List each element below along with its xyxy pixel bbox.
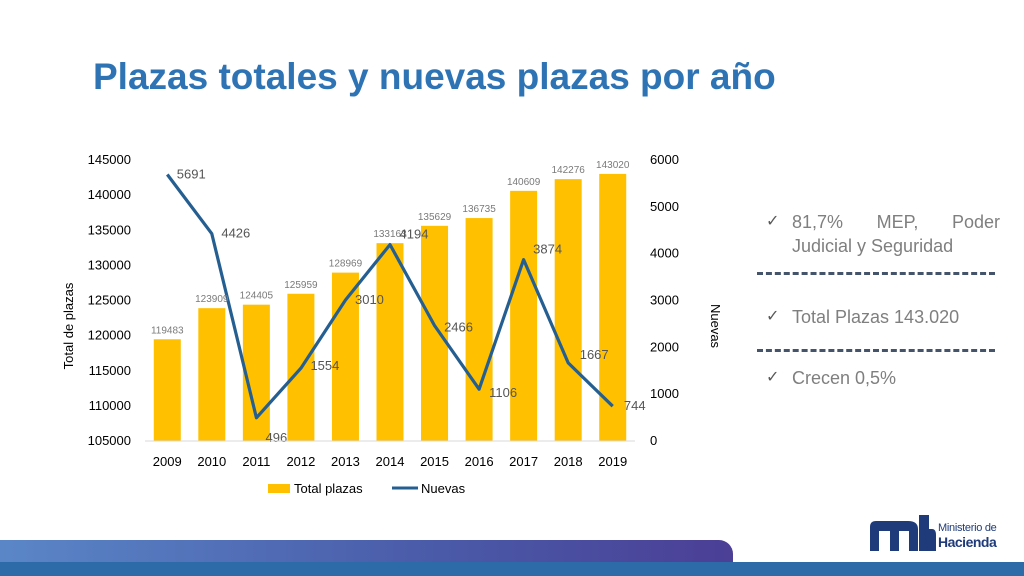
bar: [376, 243, 404, 441]
y-tick-label: 120000: [88, 328, 131, 343]
x-tick-label: 2013: [331, 454, 360, 469]
line-value-label: 1667: [580, 347, 609, 362]
x-tick-label: 2015: [420, 454, 449, 469]
check-icon: ✓: [766, 213, 780, 230]
line-value-label: 1554: [310, 358, 339, 373]
logo-line2: Hacienda: [938, 534, 997, 550]
y2-axis-title: Nuevas: [708, 304, 723, 349]
bar: [465, 218, 493, 441]
legend-label-total-plazas: Total plazas: [294, 481, 363, 496]
bar-value-label: 133163: [373, 229, 407, 240]
y2-tick-label: 2000: [650, 339, 679, 354]
line-value-label: 3874: [533, 242, 562, 257]
bar-value-label: 136735: [462, 204, 496, 215]
labels-layer: 119483 123909 124405 125959 128969 133163 1356…: [151, 160, 646, 445]
x-tick-label: 2017: [509, 454, 538, 469]
bar-value-label: 124405: [240, 291, 274, 302]
y-tick-label: 130000: [88, 257, 131, 272]
bar-value-label: 119483: [151, 325, 184, 336]
x-tick-label: 2011: [242, 454, 270, 469]
bar: [554, 179, 582, 441]
check-icon: ✓: [766, 369, 780, 386]
bar: [198, 308, 226, 441]
y2-tick-label: 6000: [650, 152, 679, 167]
ministerio-hacienda-logo: Ministerio de Hacienda: [868, 513, 1008, 553]
line-value-label: 3010: [355, 292, 384, 307]
line-value-label: 744: [624, 398, 646, 413]
note-text: Crecen 0,5%: [792, 368, 897, 388]
y-tick-label: 105000: [88, 433, 131, 448]
x-tick-label: 2018: [554, 454, 583, 469]
axes-layer: 105000 110000 115000 120000 125000 130000 1350…: [61, 152, 723, 469]
bar-value-label: 125959: [284, 280, 318, 291]
y-axis-title: Total de plazas: [61, 282, 76, 369]
footer-band: [0, 540, 733, 562]
dashed-divider: [757, 272, 995, 275]
y-tick-label: 125000: [88, 293, 131, 308]
y-tick-label: 140000: [88, 187, 131, 202]
y2-tick-label: 1000: [650, 386, 679, 401]
bar-value-label: 142276: [551, 165, 585, 176]
bar-value-label: 140609: [507, 177, 541, 188]
x-tick-label: 2009: [153, 454, 182, 469]
line-value-label: 4426: [221, 226, 250, 241]
y2-tick-label: 3000: [650, 293, 679, 308]
line-value-label: 1106: [489, 385, 517, 400]
y-tick-label: 110000: [89, 398, 131, 413]
dashed-divider: [757, 349, 995, 352]
note-text: 81,7% MEP, Poder Judicial y Seguridad: [792, 212, 1000, 256]
x-tick-label: 2014: [376, 454, 405, 469]
bar-value-label: 123909: [195, 294, 229, 305]
line-layer: [166, 173, 614, 420]
bar-value-label: 135629: [418, 212, 452, 223]
combo-chart: 119483 123909 124405 125959 128969 133163 1356…: [61, 152, 723, 496]
y-tick-label: 145000: [88, 152, 131, 167]
bar: [510, 190, 538, 441]
series-line-nuevas: [166, 173, 614, 420]
legend: Total plazas Nuevas: [268, 481, 466, 496]
slide-title: Plazas totales y nuevas plazas por año: [93, 56, 776, 97]
line-value-label: 4194: [400, 227, 429, 242]
y-tick-label: 115000: [89, 363, 131, 378]
y2-tick-label: 4000: [650, 246, 679, 261]
bar: [421, 225, 449, 441]
bar-value-label: 128969: [329, 259, 363, 270]
bar-value-label: 143020: [596, 160, 630, 171]
note-text: Total Plazas 143.020: [792, 307, 960, 327]
mh-logo-icon: [870, 515, 936, 551]
note-item: ✓ Crecen 0,5%: [766, 366, 1000, 390]
y-tick-label: 135000: [88, 222, 131, 237]
y2-tick-label: 0: [650, 433, 657, 448]
line-value-label: 5691: [177, 166, 206, 181]
logo-line1: Ministerio de: [938, 522, 997, 534]
footer-strip: [0, 562, 1024, 576]
notes-panel: ✓ 81,7% MEP, Poder Judicial y Seguridad …: [757, 210, 1000, 390]
note-item: ✓ Total Plazas 143.020: [766, 305, 1000, 329]
x-tick-label: 2010: [197, 454, 226, 469]
legend-label-nuevas: Nuevas: [421, 481, 466, 496]
x-tick-label: 2012: [286, 454, 315, 469]
bar: [153, 339, 181, 441]
check-icon: ✓: [766, 308, 780, 325]
line-value-label: 496: [266, 430, 288, 445]
bars-layer: [153, 173, 627, 442]
line-value-label: 2466: [444, 320, 473, 335]
x-tick-label: 2016: [465, 454, 494, 469]
note-item: ✓ 81,7% MEP, Poder Judicial y Seguridad: [766, 210, 1000, 258]
x-tick-label: 2019: [598, 454, 627, 469]
bar: [599, 173, 627, 442]
y2-tick-label: 5000: [650, 199, 679, 214]
legend-swatch-total-plazas: [268, 484, 290, 493]
